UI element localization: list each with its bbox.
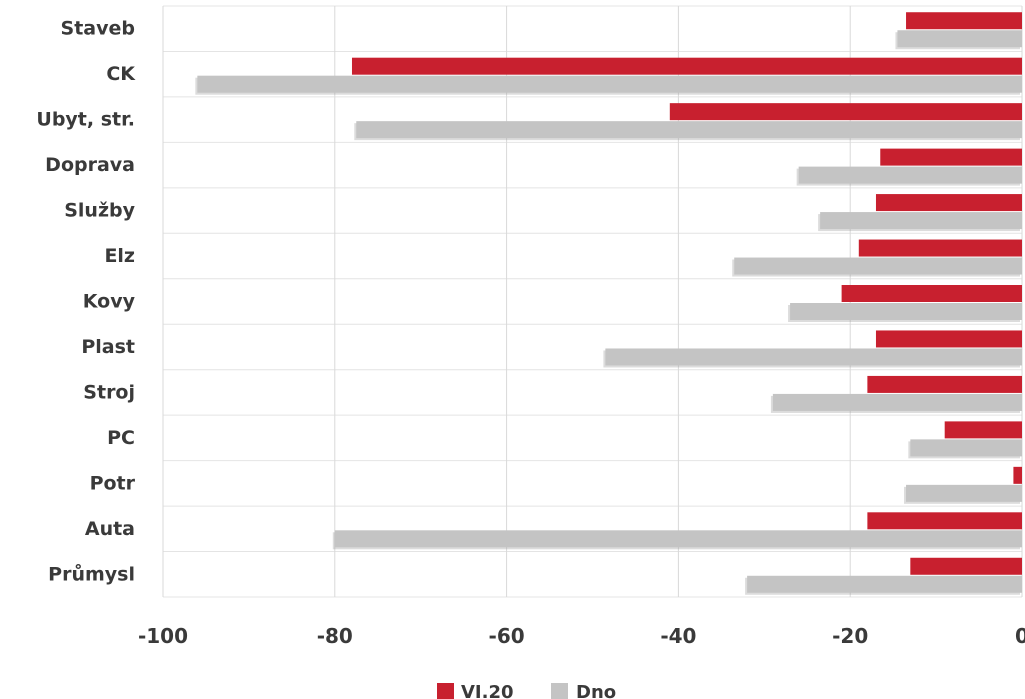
category-label-kovy: Kovy [83,291,136,313]
x-tick-label-20: -20 [832,624,868,648]
bar-vi-20-stroj [867,375,1022,393]
x-tick-label-0: 0 [1015,624,1025,648]
category-label-ubyt-str: Ubyt, str. [36,109,135,131]
bar-vi-20-plast [875,330,1022,348]
bar-vi-20-prumysl [910,557,1022,575]
x-tick-label-40: -40 [660,624,696,648]
bar-dno-pc [910,439,1022,457]
bar-dno-elz [734,257,1022,275]
bar-dno-ubyt-str [356,121,1022,139]
category-label-ck: CK [106,63,136,85]
category-label-prumysl: Průmysl [48,562,135,585]
legend-swatch-vi20 [437,683,454,699]
bar-vi-20-pc [944,421,1022,439]
bar-dno-doprava [798,166,1022,184]
bar-vi-20-ck [351,57,1023,75]
bar-dno-kovy [790,303,1022,320]
category-label-pc: PC [107,427,135,449]
bar-dno-ck [197,75,1023,93]
bar-vi-20-potr [1013,466,1022,484]
x-tick-label-100: -100 [138,624,188,648]
bar-dno-potr [906,484,1022,502]
legend-label-vi20: VI.20 [461,682,514,699]
bar-dno-auta [334,530,1022,548]
category-label-staveb: Staveb [61,18,135,40]
bar-vi-20-sluzby [875,194,1022,212]
chart-bars [195,12,1023,595]
category-label-stroj: Stroj [83,381,135,403]
bar-dno-prumysl [747,575,1022,593]
legend-label-dno: Dno [576,682,616,699]
bar-vi-20-ubyt-str [669,103,1022,121]
bar-dno-sluzby [820,212,1022,230]
x-tick-label-80: -80 [317,624,353,648]
bar-vi-20-doprava [880,148,1022,166]
category-label-plast: Plast [81,336,135,358]
category-label-sluzby: Služby [64,200,135,222]
bar-dno-staveb [897,30,1022,48]
bar-vi-20-elz [858,239,1022,257]
category-label-elz: Elz [104,245,135,267]
legend-swatch-dno [551,683,568,699]
category-labels: Staveb CK Ubyt, str. Doprava Služby Elz Kovy Pl… [36,18,136,586]
x-tick-label-60: -60 [489,624,525,648]
x-axis-tick-labels: -100 -80 -60 -40 -20 0 [138,624,1025,648]
category-label-potr: Potr [90,472,136,494]
bar-vi-20-staveb [906,12,1022,30]
chart-grid [162,5,1023,598]
category-label-doprava: Doprava [45,154,135,176]
bar-vi-20-kovy [841,285,1022,302]
category-label-auta: Auta [85,518,135,540]
chart-legend: VI.20 Dno [437,682,616,699]
bar-vi-20-auta [867,512,1022,530]
bar-dno-plast [605,348,1022,366]
bar-dno-stroj [772,393,1022,411]
